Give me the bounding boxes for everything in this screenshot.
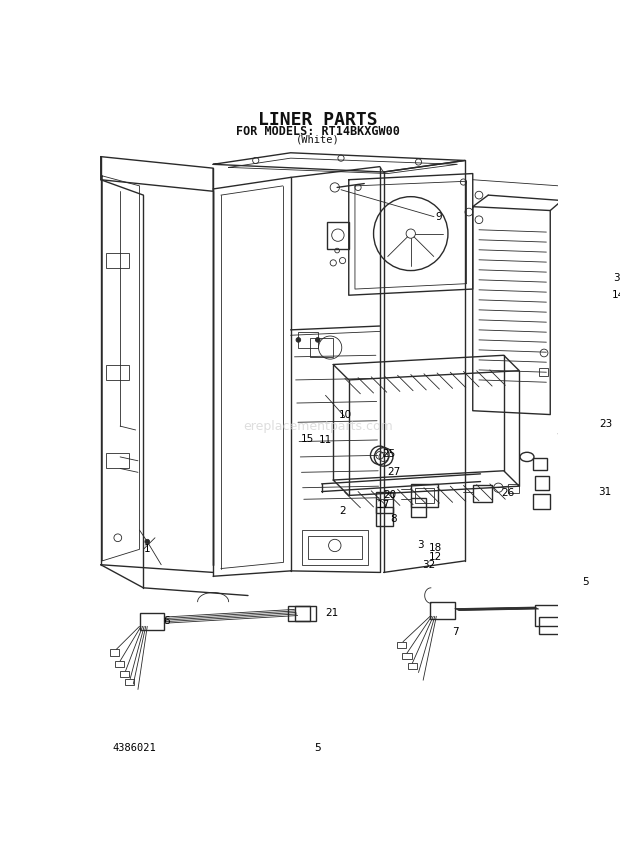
Text: 25: 25 bbox=[383, 449, 396, 459]
Bar bbox=[508, 484, 520, 493]
Text: 7: 7 bbox=[453, 627, 459, 638]
Text: 20: 20 bbox=[383, 490, 396, 501]
Text: 21: 21 bbox=[325, 609, 339, 618]
Bar bbox=[308, 536, 362, 559]
Text: 9: 9 bbox=[435, 211, 442, 222]
Text: 17: 17 bbox=[377, 500, 390, 509]
Bar bbox=[533, 494, 551, 509]
Bar bbox=[565, 650, 575, 656]
Circle shape bbox=[316, 337, 320, 342]
Bar bbox=[294, 605, 316, 621]
Text: 3: 3 bbox=[417, 540, 423, 550]
Bar bbox=[110, 650, 119, 656]
Text: 18: 18 bbox=[429, 543, 442, 553]
Bar bbox=[140, 613, 164, 630]
Text: 11: 11 bbox=[319, 435, 332, 445]
Text: 8: 8 bbox=[391, 514, 397, 524]
Bar bbox=[534, 604, 564, 627]
Bar bbox=[397, 642, 406, 648]
Text: 10: 10 bbox=[339, 410, 352, 420]
Bar bbox=[430, 602, 455, 619]
Bar bbox=[539, 368, 548, 376]
Bar bbox=[288, 605, 310, 621]
Bar bbox=[574, 658, 583, 665]
Text: 15: 15 bbox=[301, 434, 314, 444]
Bar bbox=[310, 337, 334, 357]
Bar bbox=[303, 530, 368, 565]
Bar bbox=[327, 222, 348, 249]
Text: 14: 14 bbox=[612, 290, 620, 300]
Text: FOR MODELS: RT14BKXGW00: FOR MODELS: RT14BKXGW00 bbox=[236, 125, 400, 138]
Bar bbox=[402, 653, 412, 659]
Bar bbox=[106, 453, 130, 468]
Bar bbox=[580, 666, 589, 673]
Circle shape bbox=[145, 539, 149, 544]
Text: 32: 32 bbox=[422, 560, 435, 570]
Text: 30: 30 bbox=[613, 272, 620, 282]
Bar bbox=[533, 459, 547, 470]
Bar bbox=[115, 661, 124, 667]
Text: ereplacementparts.com: ereplacementparts.com bbox=[243, 419, 392, 432]
Bar bbox=[376, 491, 393, 513]
Bar bbox=[376, 507, 393, 526]
Bar bbox=[534, 476, 549, 490]
Bar bbox=[408, 663, 417, 669]
Text: 23: 23 bbox=[600, 419, 613, 429]
Text: 5: 5 bbox=[582, 577, 588, 586]
Text: 4386021: 4386021 bbox=[112, 743, 156, 753]
Text: 12: 12 bbox=[429, 552, 442, 562]
Bar bbox=[106, 253, 130, 268]
Bar bbox=[298, 332, 317, 348]
Bar bbox=[539, 617, 562, 634]
Text: 2: 2 bbox=[339, 506, 346, 516]
Bar bbox=[120, 671, 130, 677]
Circle shape bbox=[296, 337, 301, 342]
Text: 26: 26 bbox=[501, 488, 514, 498]
Text: 5: 5 bbox=[314, 743, 321, 753]
Bar bbox=[410, 484, 438, 507]
Text: 1: 1 bbox=[144, 544, 151, 555]
Text: 6: 6 bbox=[163, 616, 170, 626]
Bar bbox=[410, 497, 427, 517]
Bar bbox=[125, 679, 134, 685]
Text: (White): (White) bbox=[296, 134, 340, 145]
Bar bbox=[106, 365, 130, 380]
Text: LINER PARTS: LINER PARTS bbox=[258, 110, 378, 128]
Text: 27: 27 bbox=[387, 467, 401, 478]
Bar bbox=[472, 485, 492, 502]
Bar bbox=[415, 488, 434, 503]
Text: 31: 31 bbox=[598, 486, 611, 496]
